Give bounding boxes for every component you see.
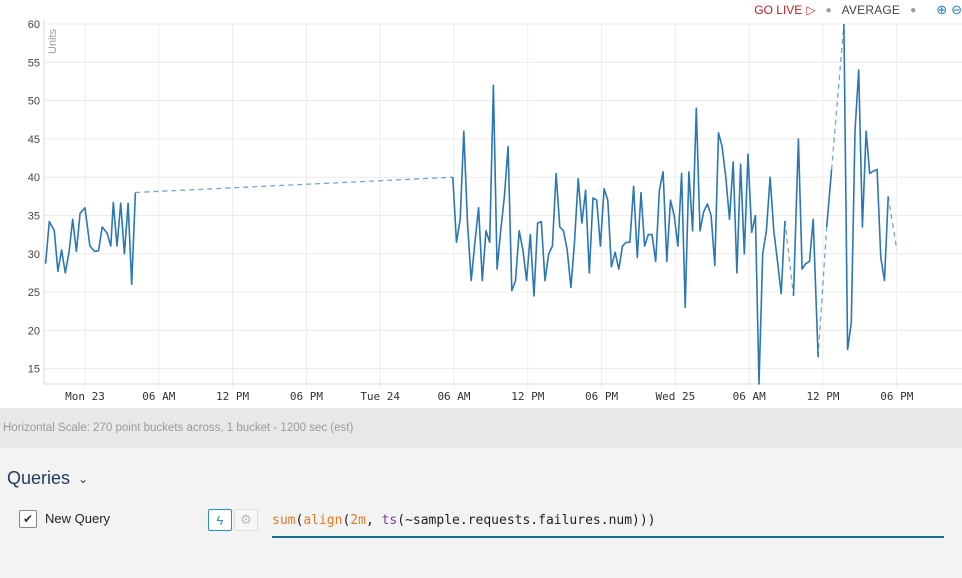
series-gap-line bbox=[784, 220, 795, 296]
chart-panel[interactable]: 15 20 25 30 35 40 45 50 55 60 Mon 23 06 AM 12 PM 06 P… bbox=[0, 0, 962, 408]
play-icon: ▷ bbox=[806, 3, 816, 17]
query-settings-button[interactable]: ⚙ bbox=[234, 509, 258, 531]
aggregation-selector[interactable]: AVERAGE bbox=[841, 3, 901, 17]
x-tick-label: 06 AM bbox=[733, 390, 766, 403]
lightning-icon: ϟ bbox=[216, 512, 224, 528]
y-tick-label: 35 bbox=[28, 210, 40, 222]
y-tick-label: 60 bbox=[28, 19, 40, 31]
query-token: (~sample.requests.failures.num))) bbox=[397, 513, 656, 528]
x-tick-label: Tue 24 bbox=[360, 390, 400, 403]
query-token: sum bbox=[272, 513, 296, 528]
chevron-down-icon: ⌄ bbox=[78, 471, 89, 486]
query-editor-input[interactable]: sum(align(2m, ts(~sample.requests.failur… bbox=[272, 510, 944, 538]
zoom-in-icon[interactable]: ⊕ bbox=[936, 2, 948, 17]
separator-dot: ● bbox=[910, 4, 917, 16]
series-line bbox=[452, 84, 786, 385]
y-tick-label: 50 bbox=[28, 96, 40, 108]
x-tick-label: Wed 25 bbox=[656, 390, 696, 403]
y-tick-label: 30 bbox=[28, 249, 40, 261]
series-gap-line bbox=[887, 196, 898, 251]
go-live-label: GO LIVE bbox=[754, 3, 803, 17]
series-line bbox=[843, 23, 889, 351]
x-tick-label: 12 PM bbox=[216, 390, 249, 403]
x-tick-label: 06 PM bbox=[585, 390, 618, 403]
series-gap-line bbox=[817, 226, 828, 358]
query-token: ( bbox=[295, 513, 304, 528]
x-tick-label: 06 PM bbox=[880, 390, 913, 403]
x-tick-label: 06 PM bbox=[290, 390, 323, 403]
separator-dot: ● bbox=[825, 4, 832, 16]
queries-title: Queries bbox=[7, 468, 71, 488]
query-token: ts bbox=[381, 513, 398, 528]
x-tick-label: 06 AM bbox=[142, 390, 175, 403]
query-builder-toggle-button[interactable]: ϟ bbox=[208, 509, 232, 531]
x-tick-label: 12 PM bbox=[511, 390, 544, 403]
x-tick-label: 06 AM bbox=[437, 390, 470, 403]
queries-toggle[interactable]: Queries ⌄ bbox=[7, 468, 88, 489]
series-line bbox=[792, 138, 819, 358]
series-line bbox=[44, 192, 137, 286]
query-token: align bbox=[303, 513, 343, 528]
y-tick-label: 40 bbox=[28, 172, 40, 184]
y-tick-label: 25 bbox=[28, 287, 40, 299]
series-gap-line bbox=[830, 23, 845, 170]
y-axis-label: Units bbox=[47, 28, 59, 54]
y-tick-label: 20 bbox=[28, 325, 40, 337]
query-token: , bbox=[365, 513, 382, 528]
x-tick-label: 12 PM bbox=[806, 390, 839, 403]
query-name[interactable]: New Query bbox=[45, 511, 111, 526]
go-live-button[interactable]: GO LIVE ▷ bbox=[754, 3, 815, 17]
series-line bbox=[825, 169, 833, 228]
query-enabled-checkbox[interactable]: ✔ bbox=[19, 510, 37, 528]
y-tick-label: 45 bbox=[28, 134, 40, 146]
y-tick-label: 15 bbox=[28, 364, 40, 376]
queries-panel: Queries ⌄ ✔ New Query ϟ ⚙ sum(align(2m, … bbox=[0, 448, 962, 578]
zoom-out-icon[interactable]: ⊖ bbox=[951, 2, 962, 17]
x-tick-label: Mon 23 bbox=[65, 390, 105, 403]
series-gap-line bbox=[135, 176, 453, 194]
check-icon: ✔ bbox=[22, 512, 34, 526]
chart-controls: GO LIVE ▷ ● AVERAGE ● ⊕ ⊖ bbox=[754, 2, 962, 18]
line-chart[interactable]: 15 20 25 30 35 40 45 50 55 60 Mon 23 06 AM 12 PM 06 P… bbox=[0, 0, 962, 408]
horizontal-scale-info: Horizontal Scale: 270 point buckets acro… bbox=[0, 408, 962, 448]
query-token: 2m bbox=[350, 513, 366, 528]
y-tick-label: 55 bbox=[28, 57, 40, 69]
gear-icon: ⚙ bbox=[240, 512, 252, 527]
query-token: ( bbox=[342, 513, 351, 528]
